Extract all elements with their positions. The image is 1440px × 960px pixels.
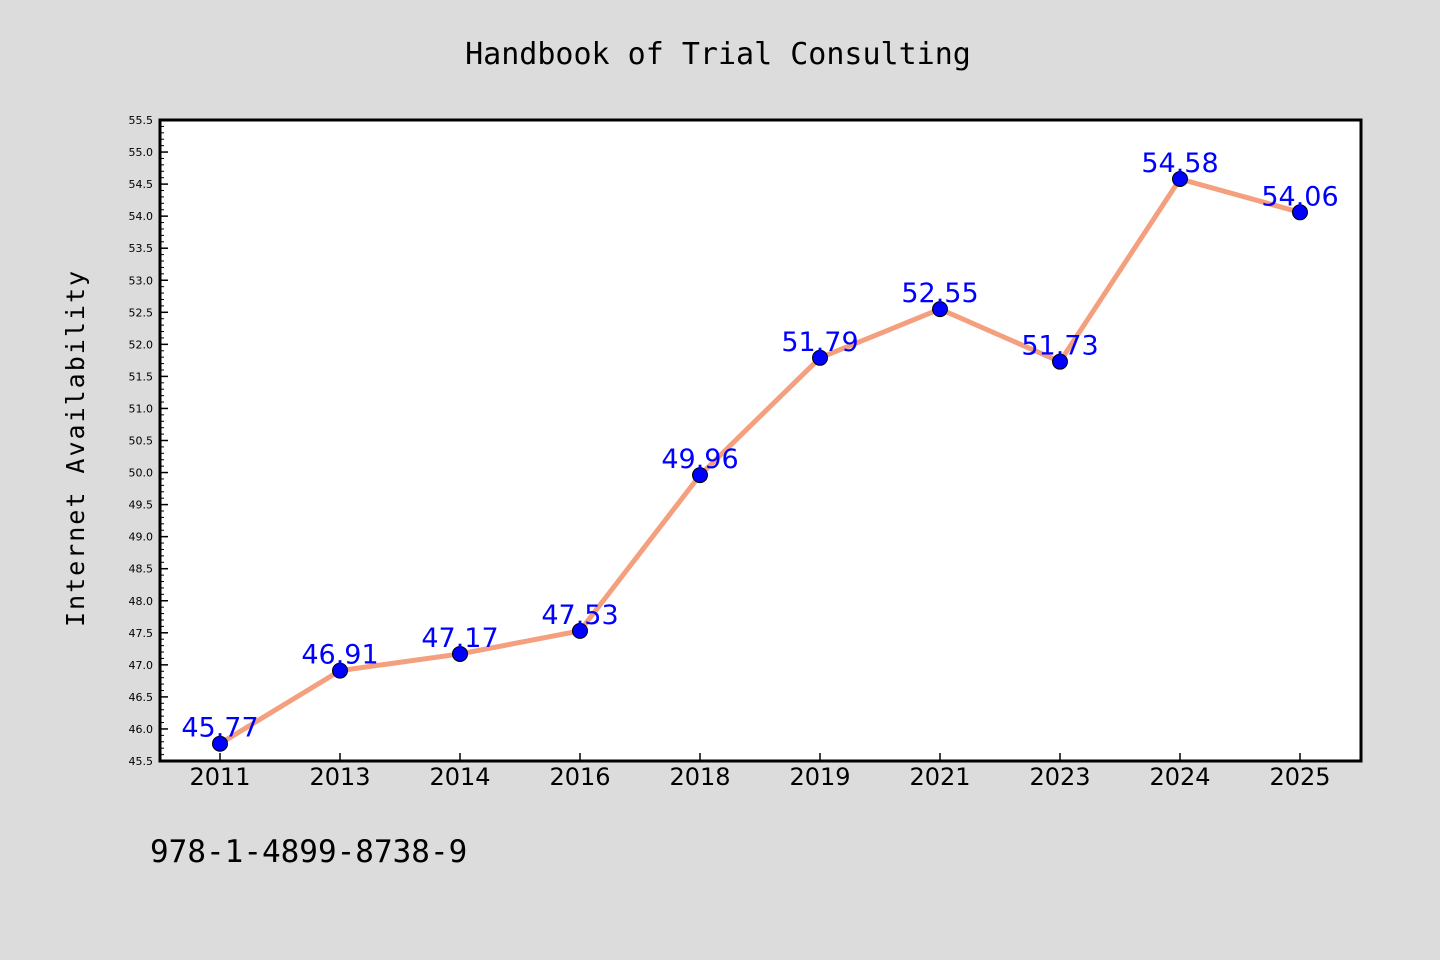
y-tick-label: 47.0 — [129, 659, 154, 672]
y-tick-label: 53.0 — [129, 274, 154, 287]
data-label: 52.55 — [901, 278, 978, 309]
x-tick-label: 2023 — [1029, 763, 1090, 791]
y-tick-label: 49.5 — [129, 499, 154, 512]
data-label: 54.58 — [1141, 148, 1218, 179]
data-point — [332, 662, 348, 679]
series-line — [217, 176, 1303, 747]
x-tick-label: 2025 — [1269, 763, 1330, 791]
y-tick-label: 50.5 — [129, 435, 154, 448]
plot-frame — [158, 118, 1363, 763]
data-labels: 45.77 46.91 47.17 47.53 49.96 51.79 52.55 51.73… — [181, 148, 1338, 744]
x-tick-label: 2014 — [429, 763, 490, 791]
data-label: 54.06 — [1261, 181, 1338, 212]
data-point — [812, 349, 828, 366]
data-label: 49.96 — [661, 444, 738, 475]
data-point — [452, 645, 468, 662]
data-label: 47.17 — [421, 623, 498, 654]
data-point — [1172, 170, 1188, 187]
x-tick-label: 2011 — [189, 763, 250, 791]
chart-title: Handbook of Trial Consulting — [465, 37, 971, 72]
data-label: 47.53 — [541, 600, 618, 631]
data-label: 51.73 — [1021, 331, 1098, 362]
data-points — [212, 170, 1308, 752]
y-tick-label: 50.0 — [129, 467, 154, 480]
data-point — [572, 622, 588, 639]
x-tick-label: 2019 — [789, 763, 850, 791]
data-point — [1292, 204, 1308, 221]
x-tick-label: 2013 — [309, 763, 370, 791]
y-tick-label: 54.5 — [129, 178, 154, 191]
y-tick-label: 49.0 — [129, 531, 154, 544]
data-label: 46.91 — [301, 640, 378, 671]
y-tick-label: 46.5 — [129, 691, 154, 704]
data-label: 51.79 — [781, 327, 858, 358]
y-tick-label: 47.5 — [129, 627, 154, 640]
y-tick-label: 48.0 — [129, 595, 154, 608]
isbn-text: 978-1-4899-8738-9 — [150, 834, 468, 870]
y-tick-label: 48.5 — [129, 563, 154, 576]
y-tick-label: 51.5 — [129, 370, 154, 383]
x-tick-label: 2018 — [669, 763, 730, 791]
data-point — [692, 467, 708, 484]
y-tick-label: 52.0 — [129, 338, 154, 351]
data-point — [932, 301, 948, 318]
y-tick-label: 51.0 — [129, 402, 154, 415]
plot-area — [160, 120, 1361, 761]
y-tick-label: 45.5 — [129, 755, 154, 768]
y-tick-label: 55.5 — [129, 114, 154, 127]
y-tick-label: 53.5 — [129, 242, 154, 255]
x-tick-label: 2024 — [1149, 763, 1210, 791]
y-tick-label: 54.0 — [129, 210, 154, 223]
y-tick-label: 46.0 — [129, 723, 154, 736]
x-axis-ticks: 2011 2013 2014 2016 2018 2019 2021 2023 2024 2025 — [189, 753, 1331, 791]
y-tick-label: 52.5 — [129, 306, 154, 319]
y-axis-label: Internet Availability — [61, 269, 90, 627]
data-label: 45.77 — [181, 713, 258, 744]
data-point — [212, 735, 228, 752]
x-tick-label: 2021 — [909, 763, 970, 791]
y-tick-label: 55.0 — [129, 146, 154, 159]
data-point — [1052, 353, 1068, 370]
x-tick-label: 2016 — [549, 763, 610, 791]
